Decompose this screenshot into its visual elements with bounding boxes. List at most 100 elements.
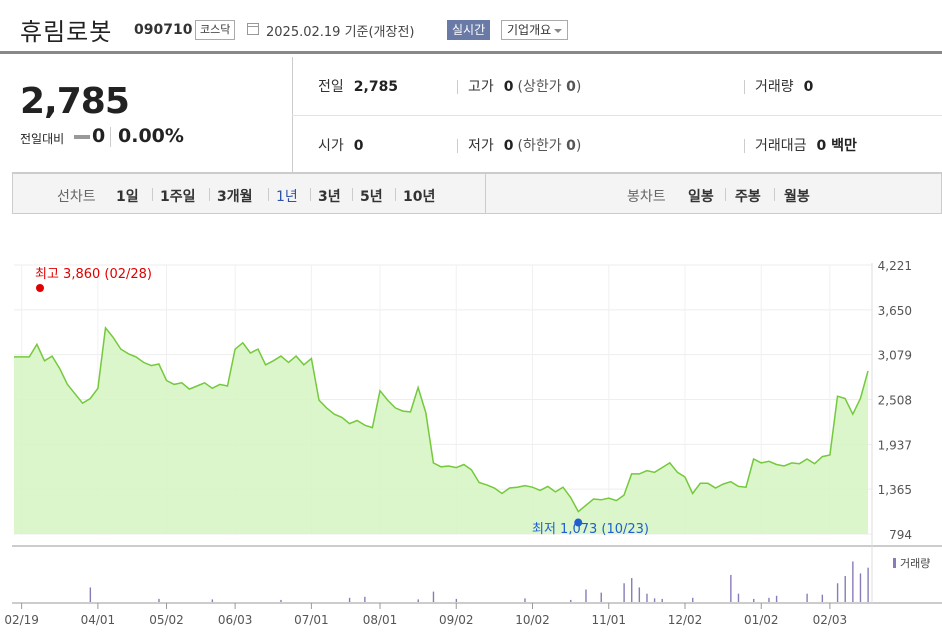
volume: 거래량 0	[744, 76, 813, 96]
unchanged-icon	[74, 135, 90, 139]
volume-bar	[455, 598, 458, 602]
volume-bar	[364, 596, 366, 602]
volume-bar	[806, 593, 808, 602]
change-label: 전일대비	[20, 132, 65, 146]
divider	[774, 188, 775, 201]
x-tick-label: 11/01	[591, 613, 626, 627]
divider	[352, 188, 353, 201]
volume-legend: 거래량	[900, 557, 930, 570]
volume-bar	[737, 593, 740, 602]
volume-bar	[280, 599, 282, 602]
period-1w[interactable]: 1주일	[160, 189, 196, 205]
volume-bar	[158, 598, 160, 602]
divider	[744, 80, 745, 94]
volume-bar	[432, 591, 435, 602]
change-value: 0	[92, 125, 106, 147]
low-marker	[574, 518, 583, 527]
lower-limit-label: (하한가	[517, 138, 562, 154]
high-label: 최고 3,860 (02/28)	[35, 267, 152, 282]
x-tick-label: 02/03	[813, 613, 848, 627]
x-tick-label: 10/02	[515, 613, 550, 627]
volume-bar	[646, 593, 648, 602]
change-percent: 0.00%	[118, 125, 184, 147]
realtime-button[interactable]: 실시간	[447, 20, 491, 40]
volume-bar	[211, 599, 214, 602]
candle-weekly[interactable]: 주봉	[735, 189, 761, 205]
line-chart-label: 선차트	[57, 189, 96, 205]
volume-bar	[623, 583, 625, 602]
volume-bar	[653, 598, 656, 602]
volume-bar	[585, 589, 587, 602]
candle-daily[interactable]: 일봉	[688, 189, 714, 205]
market-badge: 코스닥	[195, 20, 236, 40]
reference-date: 2025.02.19 기준(개장전)	[266, 25, 415, 40]
volume-bar	[600, 592, 602, 602]
x-tick-label: 06/03	[218, 613, 253, 627]
period-3y[interactable]: 3년	[318, 189, 341, 205]
x-tick-label: 01/02	[744, 613, 779, 627]
volume-bar	[852, 561, 854, 602]
volume-bar	[844, 576, 846, 602]
volume-bar	[570, 599, 572, 602]
period-3m[interactable]: 3개월	[217, 189, 253, 205]
period-5y[interactable]: 5년	[360, 189, 383, 205]
high-price: 고가 0 (상한가 0)	[457, 76, 581, 96]
divider	[152, 188, 153, 201]
calendar-icon	[247, 23, 259, 35]
company-info-label: 기업개요	[507, 23, 552, 37]
stock-header: 휴림로봇 090710 코스닥 2025.02.19 기준(개장전) 실시간 기…	[0, 0, 942, 54]
low-label: 저가	[468, 138, 494, 154]
y-axis-labels: 4,221 3,650 3,079 2,508 1,937 1,365 794	[878, 259, 912, 542]
divider	[457, 80, 458, 94]
volume-bar	[768, 597, 770, 602]
volume-bar	[89, 587, 92, 602]
period-1y[interactable]: 1년	[276, 189, 298, 205]
x-tick-label: 05/02	[149, 613, 184, 627]
volume-bar	[859, 573, 862, 602]
chevron-down-icon	[554, 28, 563, 33]
low-value: 0	[503, 138, 514, 154]
volume-bar	[730, 574, 732, 602]
y-tick-label: 3,650	[878, 304, 912, 318]
period-10y[interactable]: 10년	[403, 189, 436, 205]
prev-close-label: 전일	[318, 79, 344, 95]
period-1d[interactable]: 1일	[116, 189, 139, 205]
y-tick-label: 4,221	[878, 259, 912, 273]
volume-bar	[524, 598, 526, 602]
x-tick-label: 02/19	[4, 613, 39, 627]
volume-bar	[348, 597, 351, 602]
divider	[110, 127, 111, 147]
upper-limit-value: 0	[566, 79, 576, 95]
divider	[744, 139, 745, 153]
y-tick-label: 2,508	[878, 394, 912, 408]
upper-limit-label: (상한가	[517, 79, 562, 95]
company-name: 휴림로봇	[20, 18, 113, 46]
divider	[725, 188, 726, 201]
volume-bar	[638, 587, 641, 602]
lower-limit-close: )	[575, 138, 582, 154]
price-box: 2,785 전일대비 0 0.00%	[12, 57, 293, 172]
row-divider	[292, 115, 942, 116]
y-tick-label: 3,079	[878, 349, 912, 363]
volume-bar	[867, 567, 869, 602]
volume-bar	[417, 599, 419, 602]
price-line	[14, 326, 869, 513]
price-area-fill	[14, 327, 868, 534]
lower-limit-value: 0	[566, 138, 576, 154]
volume-bar	[661, 598, 663, 602]
period-selector: 선차트 1일 1주일 3개월 1년 3년 5년 10년 봉차트 일봉 주봉 월봉	[12, 173, 942, 214]
open-value: 0	[353, 138, 364, 154]
volume-bar	[631, 578, 633, 602]
high-value: 0	[503, 79, 514, 95]
volume-bar	[821, 594, 824, 602]
candle-monthly[interactable]: 월봉	[784, 189, 810, 205]
x-tick-label: 12/02	[668, 613, 703, 627]
company-info-button[interactable]: 기업개요	[501, 20, 569, 40]
volume-bar	[692, 597, 694, 602]
divider	[268, 188, 269, 201]
high-label: 고가	[468, 79, 494, 95]
prev-close-value: 2,785	[353, 79, 399, 95]
y-tick-label: 1,365	[878, 483, 912, 497]
volume-legend-icon	[893, 558, 896, 568]
